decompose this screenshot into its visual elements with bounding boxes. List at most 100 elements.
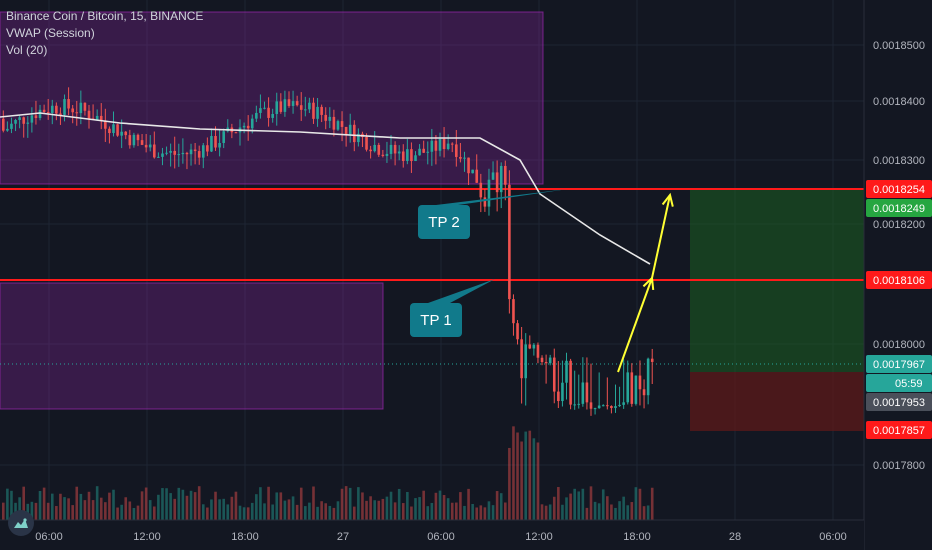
candle-body (2, 118, 5, 131)
candle-body (99, 115, 103, 121)
candle-body (201, 145, 205, 158)
volume-bar (316, 506, 319, 520)
candle-body (79, 102, 83, 114)
price-tag-label: 0.0017953 (873, 397, 925, 409)
candle-body (565, 360, 568, 383)
candle-body (422, 148, 425, 153)
indicator-vwap[interactable]: VWAP (Session) (6, 26, 95, 40)
candle-body (544, 362, 548, 364)
candle-body (304, 109, 307, 111)
volume-bar (42, 487, 46, 520)
volume-bar (373, 500, 376, 520)
candle-body (397, 151, 401, 154)
candle-body (393, 144, 397, 154)
volume-bar (153, 506, 156, 520)
volume-bar (328, 505, 332, 520)
volume-bar (18, 497, 21, 520)
volume-bar (487, 501, 491, 520)
indicator-volume[interactable]: Vol (20) (6, 43, 48, 57)
tp1-callout-label: TP 1 (420, 312, 451, 329)
volume-bar (50, 493, 54, 520)
price-axis[interactable]: 0.0017800 0.0018000 0.0018200 0.0018300 0.00… (863, 0, 932, 550)
volume-bar (71, 505, 74, 520)
candle-body (601, 405, 605, 407)
candle-body (161, 153, 164, 157)
candle-body (157, 156, 160, 158)
candle-body (377, 144, 381, 155)
candle-body (210, 136, 213, 152)
candle-body (144, 144, 148, 148)
tp-callouts[interactable]: TP 2 TP 1 (410, 189, 568, 337)
volume-bar (520, 441, 523, 520)
candle-body (357, 133, 360, 143)
candle-body (332, 116, 336, 130)
volume-bar (242, 507, 246, 520)
volume-bar (140, 491, 144, 520)
candle-body (459, 156, 462, 159)
candle-body (410, 149, 413, 162)
volume-bar (234, 491, 238, 520)
candle-body (581, 382, 585, 404)
candle-body (83, 102, 87, 111)
candle-body (552, 357, 556, 392)
vwap-line (0, 112, 651, 265)
candle-body (573, 404, 576, 406)
volume-bar (381, 498, 385, 520)
candle-body (108, 128, 111, 134)
volume-bar (540, 504, 544, 520)
candle-body (418, 148, 421, 156)
candle-body (185, 152, 189, 155)
tradingview-logo-icon[interactable] (8, 510, 34, 536)
candle-body (430, 140, 434, 152)
volume-bars (2, 426, 654, 520)
volume-bar (622, 496, 625, 520)
volume-bar (348, 487, 352, 520)
volume-bar (385, 496, 389, 520)
candle-body (193, 149, 197, 152)
volume-bar (361, 492, 364, 520)
candles (2, 87, 654, 416)
volume-bar (593, 501, 597, 520)
price-tick: 0.0018000 (873, 339, 925, 351)
volume-bar (99, 497, 103, 520)
price-tick: 0.0018200 (873, 219, 925, 231)
volume-bar (6, 488, 9, 520)
candle-body (638, 375, 642, 390)
price-tag-stop (866, 421, 932, 439)
candle-body (557, 391, 560, 402)
candle-body (120, 131, 123, 136)
candle-body (59, 113, 62, 115)
volume-bar (226, 504, 230, 520)
volume-bar (589, 486, 593, 520)
candle-body (369, 149, 372, 152)
volume-bar (463, 505, 466, 520)
candle-body (316, 106, 319, 119)
time-tick: 27 (337, 531, 349, 543)
candle-body (414, 155, 417, 162)
volume-bar (287, 499, 291, 520)
arrow-tp2 (651, 194, 671, 279)
candle-body (148, 144, 152, 148)
candle-body (189, 149, 193, 155)
volume-bar (601, 489, 605, 520)
candle-body (471, 169, 474, 174)
candle-body (104, 120, 107, 129)
volume-bar (455, 502, 458, 520)
volume-bar (108, 492, 111, 520)
volume-bar (165, 488, 168, 520)
volume-bar (610, 504, 613, 520)
symbol-title[interactable]: Binance Coin / Bitcoin, 15, BINANCE (6, 9, 204, 23)
candle-body (479, 182, 483, 198)
candle-body (263, 107, 266, 109)
candle-body (14, 119, 17, 124)
volume-bar (642, 506, 646, 520)
lower-range-zone (0, 282, 384, 410)
candle-body (455, 144, 458, 157)
volume-bar (561, 504, 564, 520)
volume-bar (181, 489, 185, 520)
time-axis[interactable]: 06:00 12:00 18:00 27 06:00 12:00 18:00 28 06:00 (0, 519, 864, 550)
volume-bar (193, 492, 197, 520)
volume-bar (67, 498, 70, 520)
volume-bar (197, 486, 201, 520)
